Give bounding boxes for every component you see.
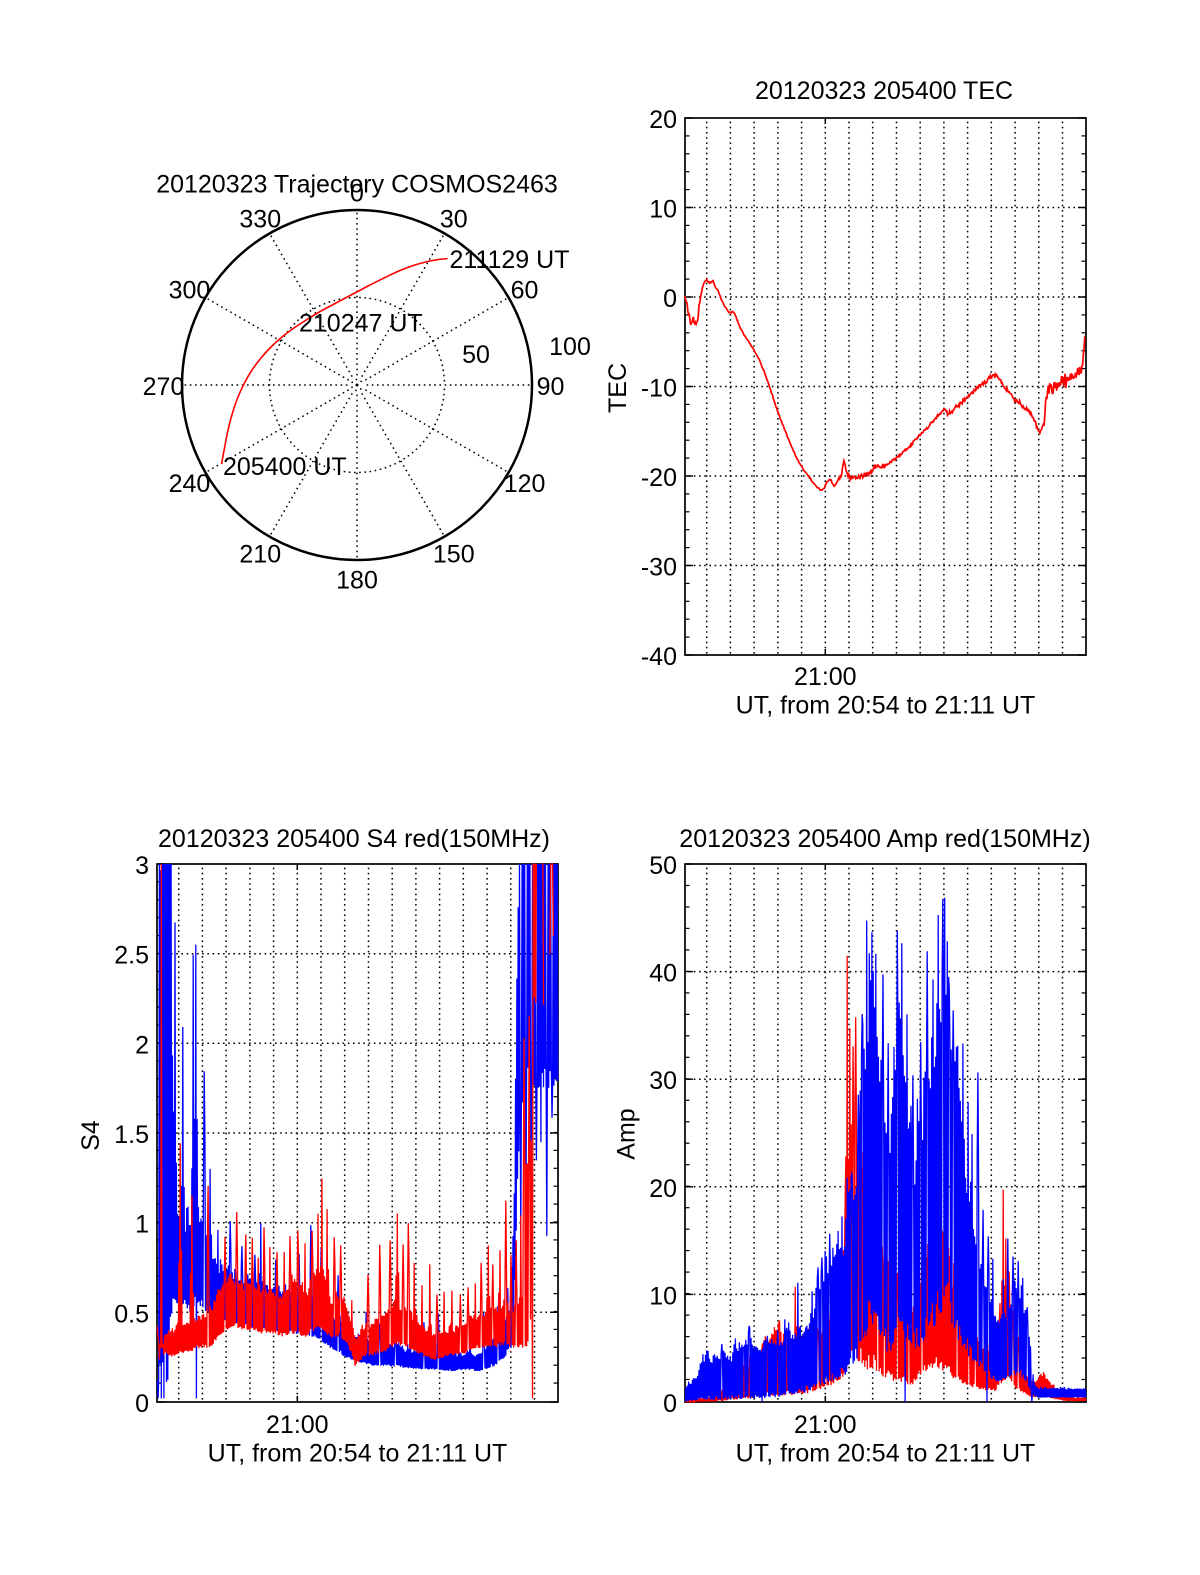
svg-text:0: 0 <box>350 180 364 208</box>
svg-text:30: 30 <box>649 1067 677 1095</box>
svg-text:0: 0 <box>663 1390 677 1418</box>
svg-text:210247 UT: 210247 UT <box>299 310 423 338</box>
svg-text:21:00: 21:00 <box>794 663 857 691</box>
svg-text:-10: -10 <box>641 375 677 403</box>
svg-text:20120323 205400 Amp red(150MHz: 20120323 205400 Amp red(150MHz) <box>679 825 1090 853</box>
svg-text:30: 30 <box>440 205 468 233</box>
svg-text:20120323 205400 TEC: 20120323 205400 TEC <box>755 77 1013 105</box>
svg-text:S4: S4 <box>77 1120 105 1151</box>
svg-text:1.5: 1.5 <box>114 1121 149 1149</box>
svg-text:20120323 Trajectory COSMOS2463: 20120323 Trajectory COSMOS2463 <box>156 171 558 199</box>
svg-text:40: 40 <box>649 960 677 988</box>
svg-text:120: 120 <box>504 470 546 498</box>
svg-text:240: 240 <box>169 470 211 498</box>
svg-text:0: 0 <box>663 285 677 313</box>
svg-text:21:00: 21:00 <box>266 1411 329 1439</box>
svg-text:UT, from 20:54 to 21:11 UT: UT, from 20:54 to 21:11 UT <box>736 1440 1036 1468</box>
svg-text:20: 20 <box>649 106 677 134</box>
svg-text:211129 UT: 211129 UT <box>450 246 570 274</box>
svg-text:100: 100 <box>549 333 591 361</box>
svg-text:270: 270 <box>143 373 185 401</box>
svg-text:20120323 205400 S4 red(150MHz): 20120323 205400 S4 red(150MHz) <box>158 825 550 853</box>
svg-text:0: 0 <box>135 1390 149 1418</box>
svg-text:150: 150 <box>433 541 475 569</box>
svg-text:205400 UT: 205400 UT <box>223 453 347 481</box>
svg-text:-40: -40 <box>641 643 677 671</box>
svg-text:UT, from 20:54 to 21:11 UT: UT, from 20:54 to 21:11 UT <box>736 692 1036 720</box>
svg-text:3: 3 <box>135 852 149 880</box>
svg-text:10: 10 <box>649 196 677 224</box>
svg-text:90: 90 <box>537 373 565 401</box>
svg-text:300: 300 <box>169 276 211 304</box>
svg-text:Amp: Amp <box>613 1108 641 1159</box>
svg-text:20: 20 <box>649 1175 677 1203</box>
svg-text:10: 10 <box>649 1282 677 1310</box>
svg-text:2: 2 <box>135 1031 149 1059</box>
svg-text:50: 50 <box>462 341 490 369</box>
svg-text:50: 50 <box>649 852 677 880</box>
svg-text:2.5: 2.5 <box>114 942 149 970</box>
svg-text:1: 1 <box>135 1211 149 1239</box>
svg-text:0.5: 0.5 <box>114 1300 149 1328</box>
svg-text:21:00: 21:00 <box>794 1411 857 1439</box>
svg-text:TEC: TEC <box>604 363 632 413</box>
svg-text:180: 180 <box>336 567 378 595</box>
svg-text:330: 330 <box>239 205 281 233</box>
svg-text:UT, from 20:54 to 21:11 UT: UT, from 20:54 to 21:11 UT <box>208 1440 508 1468</box>
svg-text:210: 210 <box>239 541 281 569</box>
svg-text:-20: -20 <box>641 464 677 492</box>
svg-text:-30: -30 <box>641 554 677 582</box>
svg-text:60: 60 <box>511 276 539 304</box>
